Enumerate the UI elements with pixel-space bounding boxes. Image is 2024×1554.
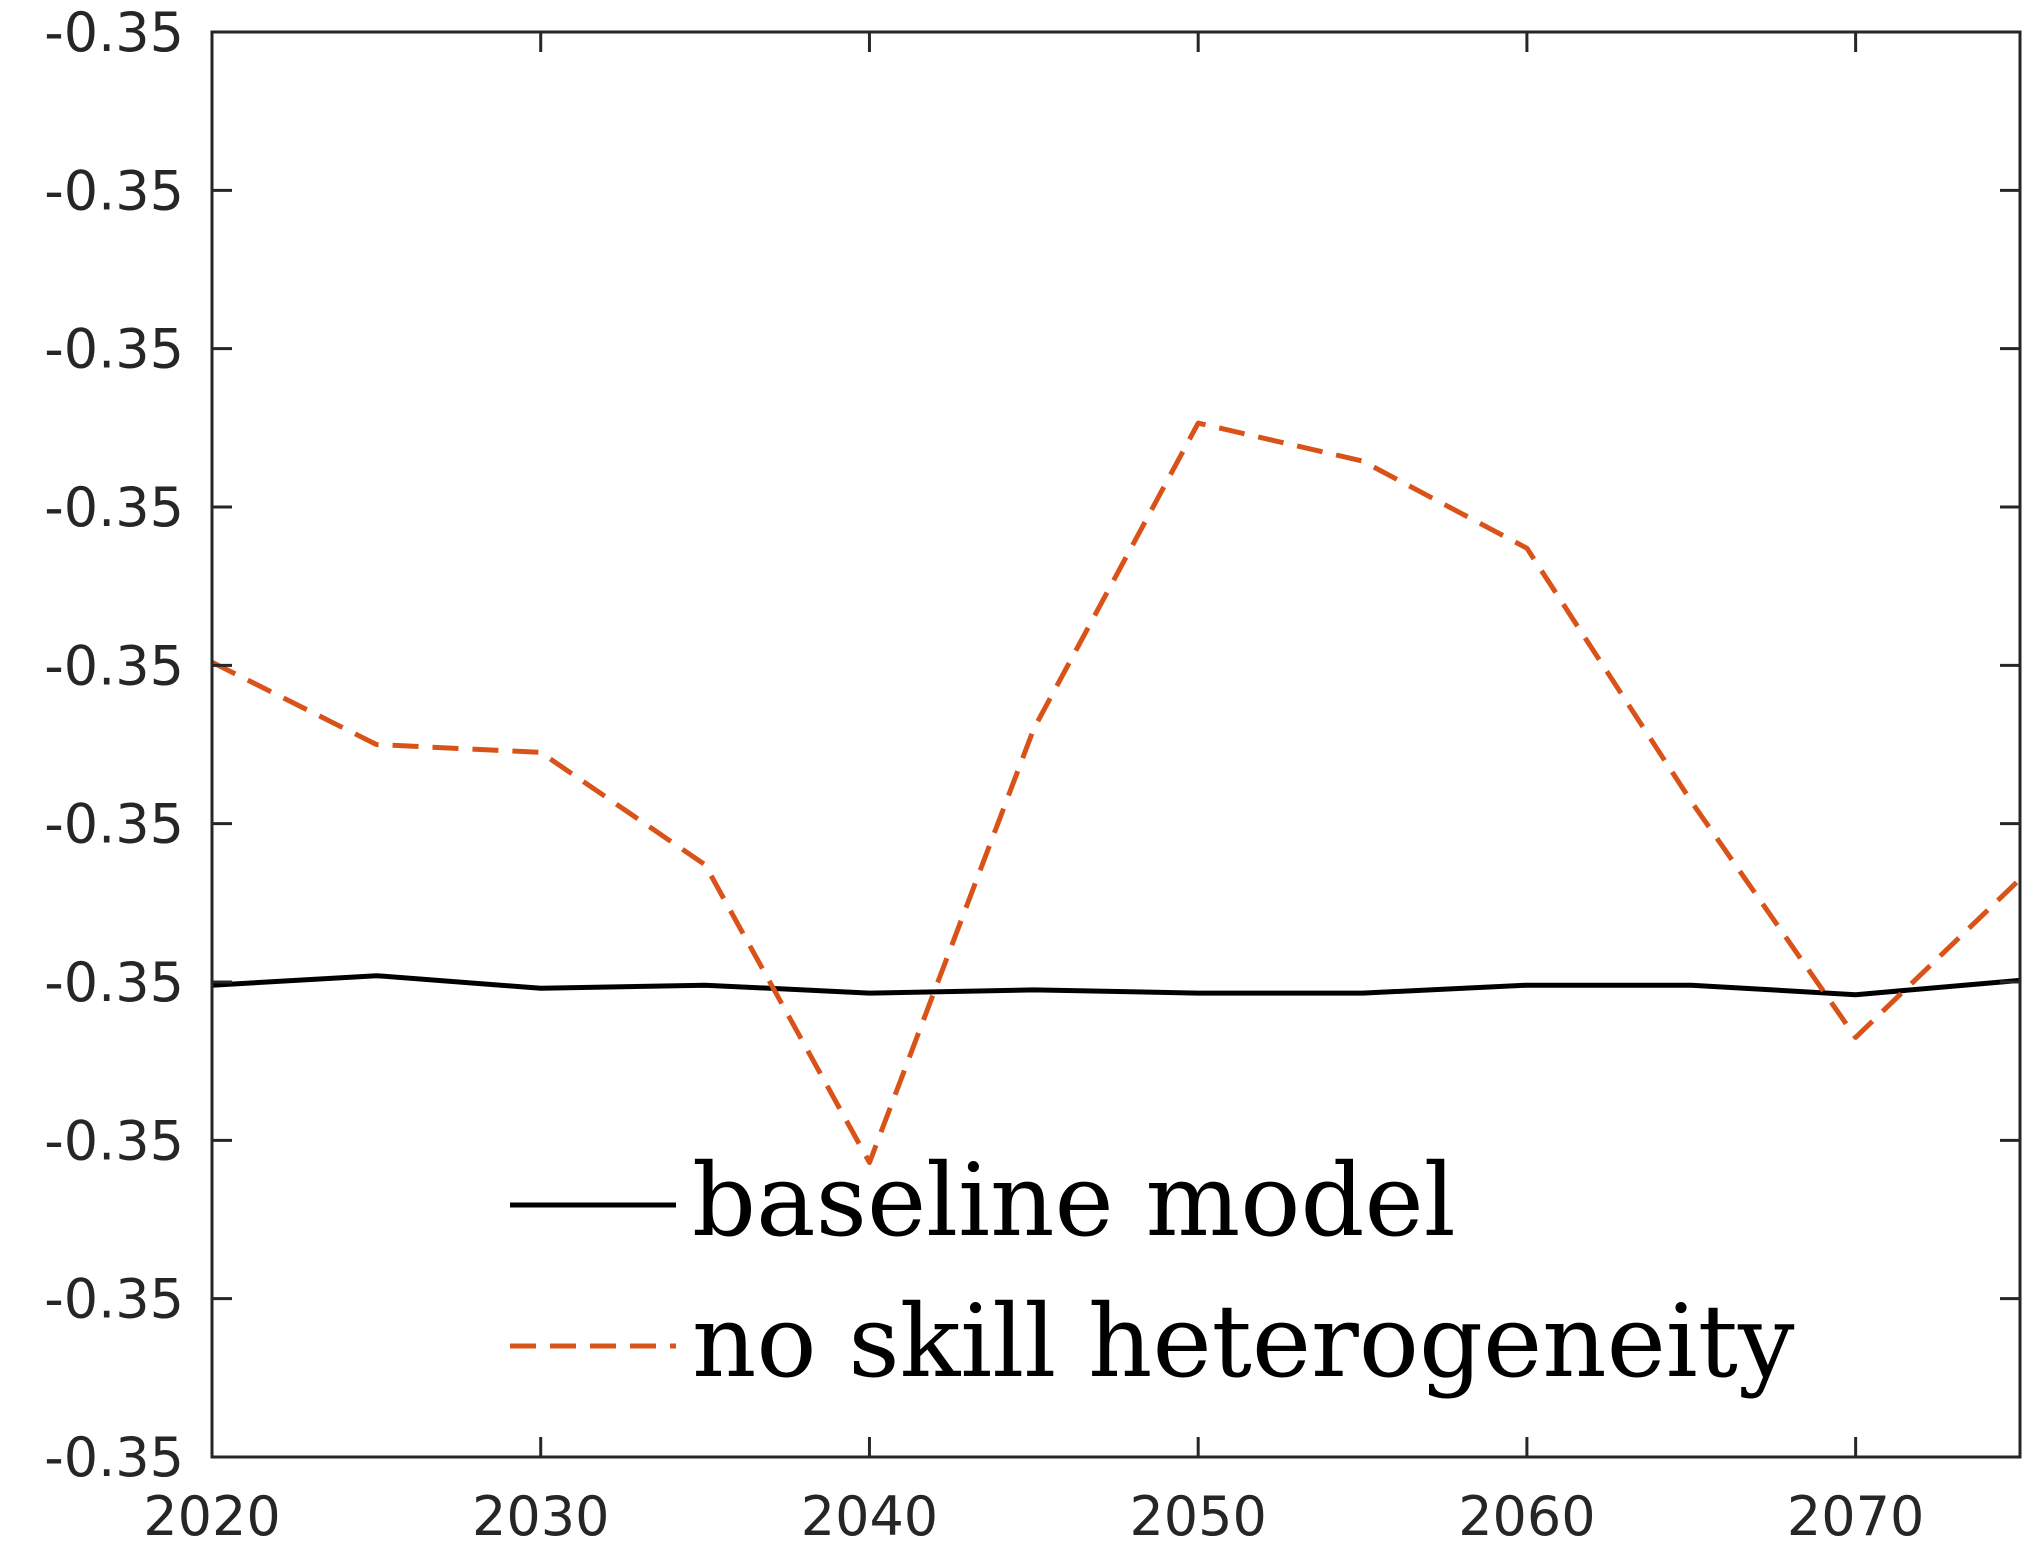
x-tick-label: 2040 xyxy=(801,1485,938,1548)
y-tick-label: -0.35 xyxy=(44,1268,184,1331)
legend-label-0: baseline model xyxy=(692,1142,1456,1259)
y-tick-label: -0.35 xyxy=(44,1109,184,1172)
y-tick-label: -0.35 xyxy=(44,951,184,1014)
legend: baseline model no skill heterogeneity xyxy=(510,1142,1795,1400)
x-tick-label: 2060 xyxy=(1458,1485,1595,1548)
x-tick-label: 2020 xyxy=(143,1485,280,1548)
plot-area xyxy=(212,32,2020,1457)
x-tick-label: 2070 xyxy=(1787,1485,1924,1548)
y-tick-label: -0.35 xyxy=(44,1426,184,1489)
plot-background xyxy=(212,32,2020,1457)
y-tick-label: -0.35 xyxy=(44,1,184,64)
axes-box xyxy=(210,30,2022,1459)
series-layer xyxy=(210,420,2022,1165)
y-tick-label: -0.35 xyxy=(44,793,184,856)
x-tick-label: 2030 xyxy=(472,1485,609,1548)
axes-layer: 2020 2030 2040 2050 2060 2070 -0.35 -0.35 -0.35 -… xyxy=(44,1,2022,1548)
y-tick-label: -0.35 xyxy=(44,318,184,381)
y-tick-label: -0.35 xyxy=(44,476,184,539)
series-line-1 xyxy=(210,420,2022,1165)
series-line-0 xyxy=(211,973,2021,998)
legend-label-1: no skill heterogeneity xyxy=(692,1283,1795,1400)
y-tick-label: -0.35 xyxy=(44,634,184,697)
x-tick-label: 2050 xyxy=(1129,1485,1266,1548)
y-tick-label: -0.35 xyxy=(44,159,184,222)
